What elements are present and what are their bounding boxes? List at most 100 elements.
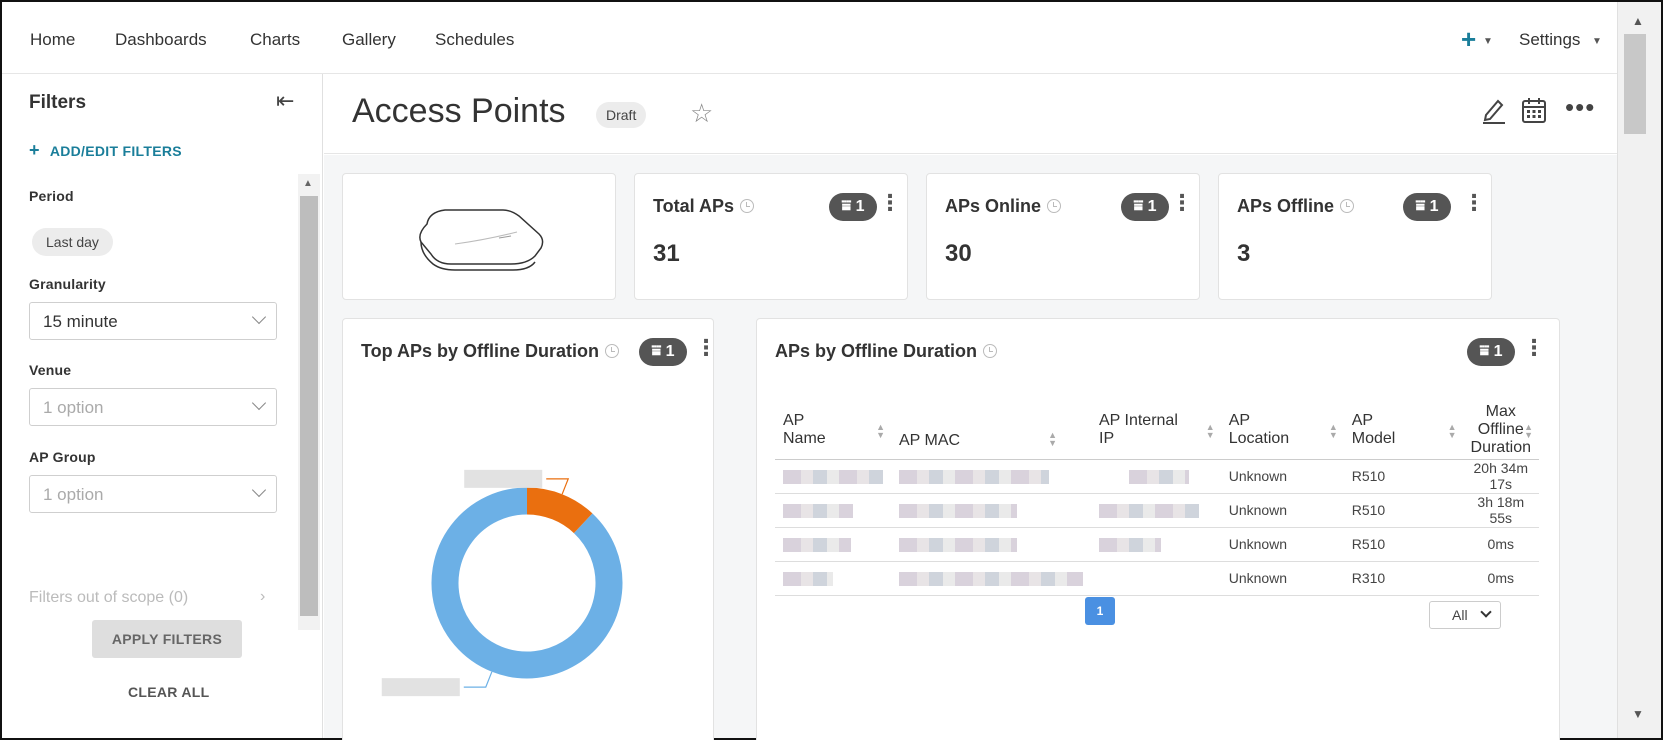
scroll-thumb[interactable] bbox=[1624, 34, 1646, 134]
scroll-down-icon[interactable]: ▼ bbox=[1632, 707, 1644, 721]
ap-mac-cell bbox=[891, 459, 1091, 494]
top-aps-chart-title: Top APs by Offline Duration bbox=[361, 341, 619, 362]
nav-charts[interactable]: Charts bbox=[250, 30, 301, 49]
kebab-menu-icon[interactable]: ⋮ bbox=[879, 190, 901, 215]
donut-slice-0[interactable] bbox=[431, 487, 623, 679]
clock-icon bbox=[1340, 199, 1355, 213]
venue-label: Venue bbox=[29, 362, 72, 378]
scroll-up-icon[interactable]: ▲ bbox=[303, 178, 313, 189]
chevron-down-icon bbox=[1480, 606, 1492, 618]
sort-icon[interactable]: ▲ ▼ bbox=[1328, 422, 1338, 440]
nav-home[interactable]: Home bbox=[30, 30, 76, 49]
table-row[interactable]: Unknown R310 0ms bbox=[775, 561, 1539, 596]
add-edit-filters-button[interactable]: + ADD/EDIT FILTERS bbox=[29, 140, 182, 161]
chevron-down-icon bbox=[251, 395, 267, 411]
edit-icon[interactable] bbox=[1481, 96, 1507, 129]
aps-table-title-text: APs by Offline Duration bbox=[775, 341, 978, 361]
filter-badge[interactable]: ⩸ 1 bbox=[829, 193, 877, 221]
filter-badge[interactable]: ⩸ 1 bbox=[639, 338, 687, 366]
aps-offline-title-text: APs Offline bbox=[1237, 196, 1335, 216]
aps-online-title: APs Online bbox=[945, 196, 1062, 217]
kebab-menu-icon[interactable]: ⋮ bbox=[1171, 190, 1193, 215]
col-ap-mac[interactable]: AP MAC ▲ ▼ bbox=[891, 401, 1091, 460]
kebab-menu-icon[interactable]: ⋮ bbox=[1463, 190, 1485, 215]
table-row[interactable]: Unknown R510 20h 34m 17s bbox=[775, 459, 1539, 494]
filter-badge[interactable]: ⩸ 1 bbox=[1121, 193, 1169, 221]
sidebar-scrollbar[interactable]: ▲ bbox=[298, 174, 320, 630]
clock-icon bbox=[605, 344, 619, 358]
granularity-value: 15 minute bbox=[43, 312, 118, 331]
sort-icon[interactable]: ▲ ▼ bbox=[1205, 422, 1215, 440]
total-aps-title-text: Total APs bbox=[653, 196, 735, 216]
ap-image-card bbox=[342, 173, 616, 300]
page-size-select[interactable]: All bbox=[1429, 601, 1501, 629]
filter-icon: ⩸ bbox=[1415, 198, 1426, 215]
donut-label-0 bbox=[381, 678, 460, 697]
calendar-icon[interactable] bbox=[1521, 96, 1547, 129]
page-1-button[interactable]: 1 bbox=[1085, 597, 1115, 625]
more-options-icon[interactable]: ••• bbox=[1565, 92, 1596, 122]
ap-model-cell: R310 bbox=[1343, 561, 1463, 596]
sort-icon[interactable]: ▲ ▼ bbox=[1447, 422, 1457, 440]
add-caret-icon[interactable]: ▼ bbox=[1483, 36, 1493, 47]
filter-icon: ⩸ bbox=[1133, 198, 1144, 215]
redacted-value bbox=[899, 504, 1017, 519]
col-max-offline-duration-line2: Duration bbox=[1470, 438, 1531, 456]
chevron-right-icon[interactable]: › bbox=[260, 588, 266, 605]
ap-group-select[interactable]: 1 option bbox=[29, 475, 277, 513]
dashboard-content: Total APs ⩸ 1 ⋮ 31 APs Online ⩸ 1 ⋮ 30 A… bbox=[324, 155, 1617, 740]
col-ap-model-line2: Model bbox=[1351, 429, 1396, 447]
col-ap-name-line2: Name bbox=[783, 429, 826, 447]
col-ap-model-line1: AP bbox=[1351, 411, 1374, 429]
access-point-device-icon bbox=[419, 209, 544, 271]
aps-offline-card: APs Offline ⩸ 1 ⋮ 3 bbox=[1218, 173, 1492, 300]
col-ap-location[interactable]: AP Location ▲ ▼ bbox=[1220, 401, 1344, 460]
redacted-value bbox=[1099, 538, 1161, 553]
nav-dashboards[interactable]: Dashboards bbox=[115, 30, 207, 49]
clock-icon bbox=[1047, 199, 1062, 213]
kebab-menu-icon[interactable]: ⋮ bbox=[695, 335, 717, 360]
filters-sidebar: Filters ⇤ + ADD/EDIT FILTERS Period Last … bbox=[2, 74, 323, 738]
ap-location-cell: Unknown bbox=[1220, 493, 1344, 528]
col-max-offline-duration[interactable]: Max Offline Duration ▲ ▼ bbox=[1462, 401, 1539, 460]
total-aps-value: 31 bbox=[653, 240, 680, 267]
ap-ip-cell bbox=[1091, 527, 1221, 562]
table-row[interactable]: Unknown R510 0ms bbox=[775, 527, 1539, 562]
nav-gallery[interactable]: Gallery bbox=[342, 30, 396, 49]
scroll-up-icon[interactable]: ▲ bbox=[1632, 14, 1644, 28]
col-ap-model[interactable]: AP Model ▲ ▼ bbox=[1343, 401, 1463, 460]
sort-icon[interactable]: ▲ ▼ bbox=[1524, 422, 1533, 440]
sort-icon[interactable]: ▲ ▼ bbox=[1048, 430, 1057, 448]
aps-online-card: APs Online ⩸ 1 ⋮ 30 bbox=[926, 173, 1200, 300]
granularity-select[interactable]: 15 minute bbox=[29, 302, 277, 340]
settings-menu[interactable]: Settings bbox=[1519, 30, 1581, 49]
status-badge: Draft bbox=[596, 102, 647, 128]
sort-icon[interactable]: ▲ ▼ bbox=[876, 422, 885, 440]
ap-group-label: AP Group bbox=[29, 449, 96, 465]
collapse-sidebar-icon[interactable]: ⇤ bbox=[276, 88, 295, 113]
star-icon[interactable]: ☆ bbox=[690, 98, 714, 128]
table-row[interactable]: Unknown R510 3h 18m 55s bbox=[775, 493, 1539, 528]
add-icon[interactable]: + bbox=[1461, 24, 1477, 54]
period-chip[interactable]: Last day bbox=[32, 228, 113, 256]
donut-chart[interactable] bbox=[343, 319, 715, 740]
kebab-menu-icon[interactable]: ⋮ bbox=[1523, 335, 1545, 360]
col-ap-name[interactable]: AP Name ▲ ▼ bbox=[775, 401, 891, 460]
donut-slice-1[interactable] bbox=[526, 487, 593, 534]
filter-badge[interactable]: ⩸ 1 bbox=[1467, 338, 1515, 366]
max-offline-duration-cell: 20h 34m 17s bbox=[1462, 459, 1539, 494]
settings-caret-icon[interactable]: ▼ bbox=[1592, 36, 1602, 47]
apply-filters-button[interactable]: APPLY FILTERS bbox=[92, 620, 242, 658]
page-size-value: All bbox=[1452, 607, 1468, 623]
ap-mac-cell bbox=[891, 493, 1091, 528]
filters-out-of-scope[interactable]: Filters out of scope (0) bbox=[29, 589, 189, 606]
donut-leader-line-1 bbox=[546, 478, 570, 495]
venue-select[interactable]: 1 option bbox=[29, 388, 277, 426]
filter-badge[interactable]: ⩸ 1 bbox=[1403, 193, 1451, 221]
col-ap-internal-ip[interactable]: AP Internal IP ▲ ▼ bbox=[1091, 401, 1221, 460]
nav-schedules[interactable]: Schedules bbox=[435, 30, 515, 49]
clear-all-button[interactable]: CLEAR ALL bbox=[128, 684, 210, 700]
sidebar-scroll-thumb[interactable] bbox=[300, 196, 318, 616]
total-aps-card: Total APs ⩸ 1 ⋮ 31 bbox=[634, 173, 908, 300]
page-scrollbar[interactable]: ▲ ▼ bbox=[1617, 2, 1661, 738]
